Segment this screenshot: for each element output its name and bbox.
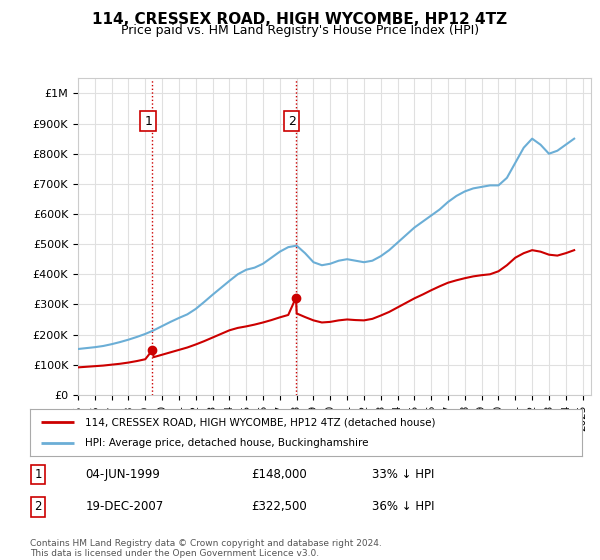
Text: 1: 1 [35,468,42,481]
Text: 1: 1 [144,115,152,128]
Text: 36% ↓ HPI: 36% ↓ HPI [372,500,435,514]
Text: £148,000: £148,000 [251,468,307,481]
Text: 2: 2 [35,500,42,514]
Text: HPI: Average price, detached house, Buckinghamshire: HPI: Average price, detached house, Buck… [85,438,368,448]
Text: 2: 2 [288,115,296,128]
Text: £322,500: £322,500 [251,500,307,514]
Text: Contains HM Land Registry data © Crown copyright and database right 2024.
This d: Contains HM Land Registry data © Crown c… [30,539,382,558]
Text: 114, CRESSEX ROAD, HIGH WYCOMBE, HP12 4TZ (detached house): 114, CRESSEX ROAD, HIGH WYCOMBE, HP12 4T… [85,417,436,427]
Text: 33% ↓ HPI: 33% ↓ HPI [372,468,434,481]
Text: 19-DEC-2007: 19-DEC-2007 [85,500,163,514]
Text: 04-JUN-1999: 04-JUN-1999 [85,468,160,481]
Text: 114, CRESSEX ROAD, HIGH WYCOMBE, HP12 4TZ: 114, CRESSEX ROAD, HIGH WYCOMBE, HP12 4T… [92,12,508,27]
Text: Price paid vs. HM Land Registry's House Price Index (HPI): Price paid vs. HM Land Registry's House … [121,24,479,37]
